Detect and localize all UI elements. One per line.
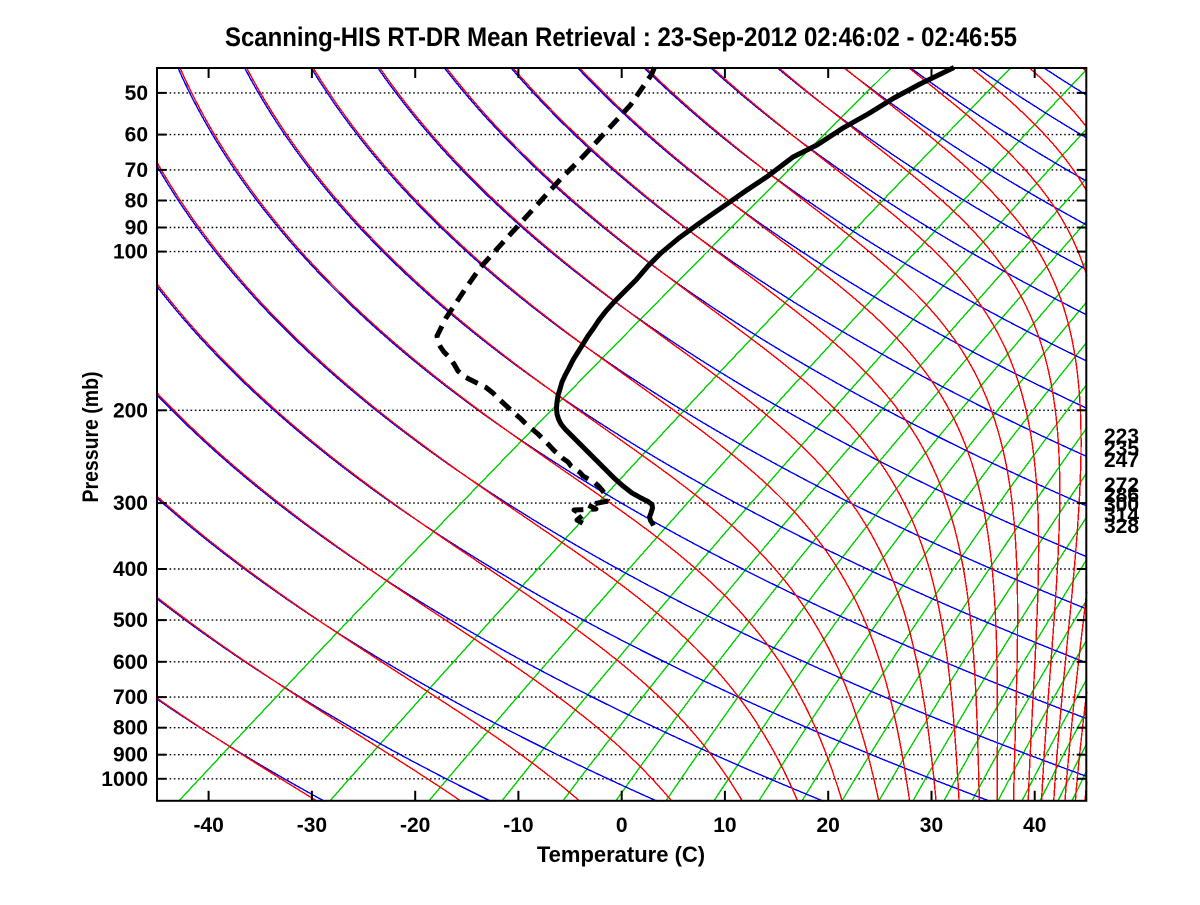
svg-text:247: 247 [1104,449,1139,472]
svg-text:800: 800 [113,717,148,740]
svg-text:328: 328 [1104,515,1139,538]
svg-text:500: 500 [113,609,148,632]
svg-text:-40: -40 [193,814,223,837]
svg-text:60: 60 [125,124,148,147]
svg-text:600: 600 [113,651,148,674]
svg-text:50: 50 [125,82,148,105]
svg-text:1000: 1000 [101,768,148,791]
svg-text:Temperature (C): Temperature (C) [537,842,705,867]
svg-text:-30: -30 [297,814,327,837]
svg-text:400: 400 [113,558,148,581]
svg-text:Scanning-HIS RT-DR Mean Retrie: Scanning-HIS RT-DR Mean Retrieval : 23-S… [225,22,1017,52]
svg-text:223: 223 [1104,425,1139,448]
svg-text:20: 20 [817,814,840,837]
svg-text:235: 235 [1104,438,1139,461]
svg-text:30: 30 [920,814,943,837]
svg-text:10: 10 [713,814,736,837]
svg-text:80: 80 [125,190,148,213]
svg-text:300: 300 [113,492,148,515]
svg-text:286: 286 [1104,484,1139,507]
svg-text:0: 0 [616,814,628,837]
svg-text:40: 40 [1023,814,1046,837]
svg-text:300: 300 [1104,494,1139,517]
svg-text:700: 700 [113,686,148,709]
svg-text:314: 314 [1104,504,1139,527]
svg-text:100: 100 [113,241,148,264]
svg-text:900: 900 [113,744,148,767]
svg-text:70: 70 [125,159,148,182]
svg-text:Pressure (mb): Pressure (mb) [78,372,103,503]
svg-text:-20: -20 [400,814,430,837]
svg-text:90: 90 [125,216,148,239]
svg-text:-10: -10 [503,814,533,837]
svg-text:200: 200 [113,399,148,422]
svg-text:272: 272 [1104,474,1139,497]
